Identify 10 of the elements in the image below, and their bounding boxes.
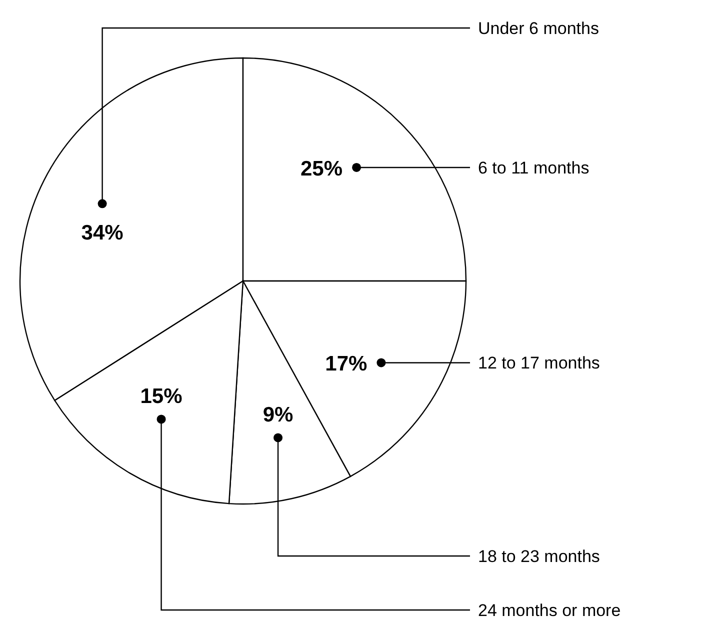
slice-label: 12 to 17 months: [478, 354, 600, 373]
data-label: 34%: [81, 222, 124, 245]
slice-label: 18 to 23 months: [478, 547, 600, 566]
slice-label: 6 to 11 months: [478, 158, 590, 178]
slice-label: Under 6 months: [478, 19, 599, 38]
data-label: 25%: [300, 157, 343, 180]
data-label: 17%: [325, 352, 368, 376]
slice-label: 24 months or more: [478, 601, 621, 620]
data-label: 15%: [140, 385, 183, 408]
data-label: 9%: [262, 404, 294, 427]
